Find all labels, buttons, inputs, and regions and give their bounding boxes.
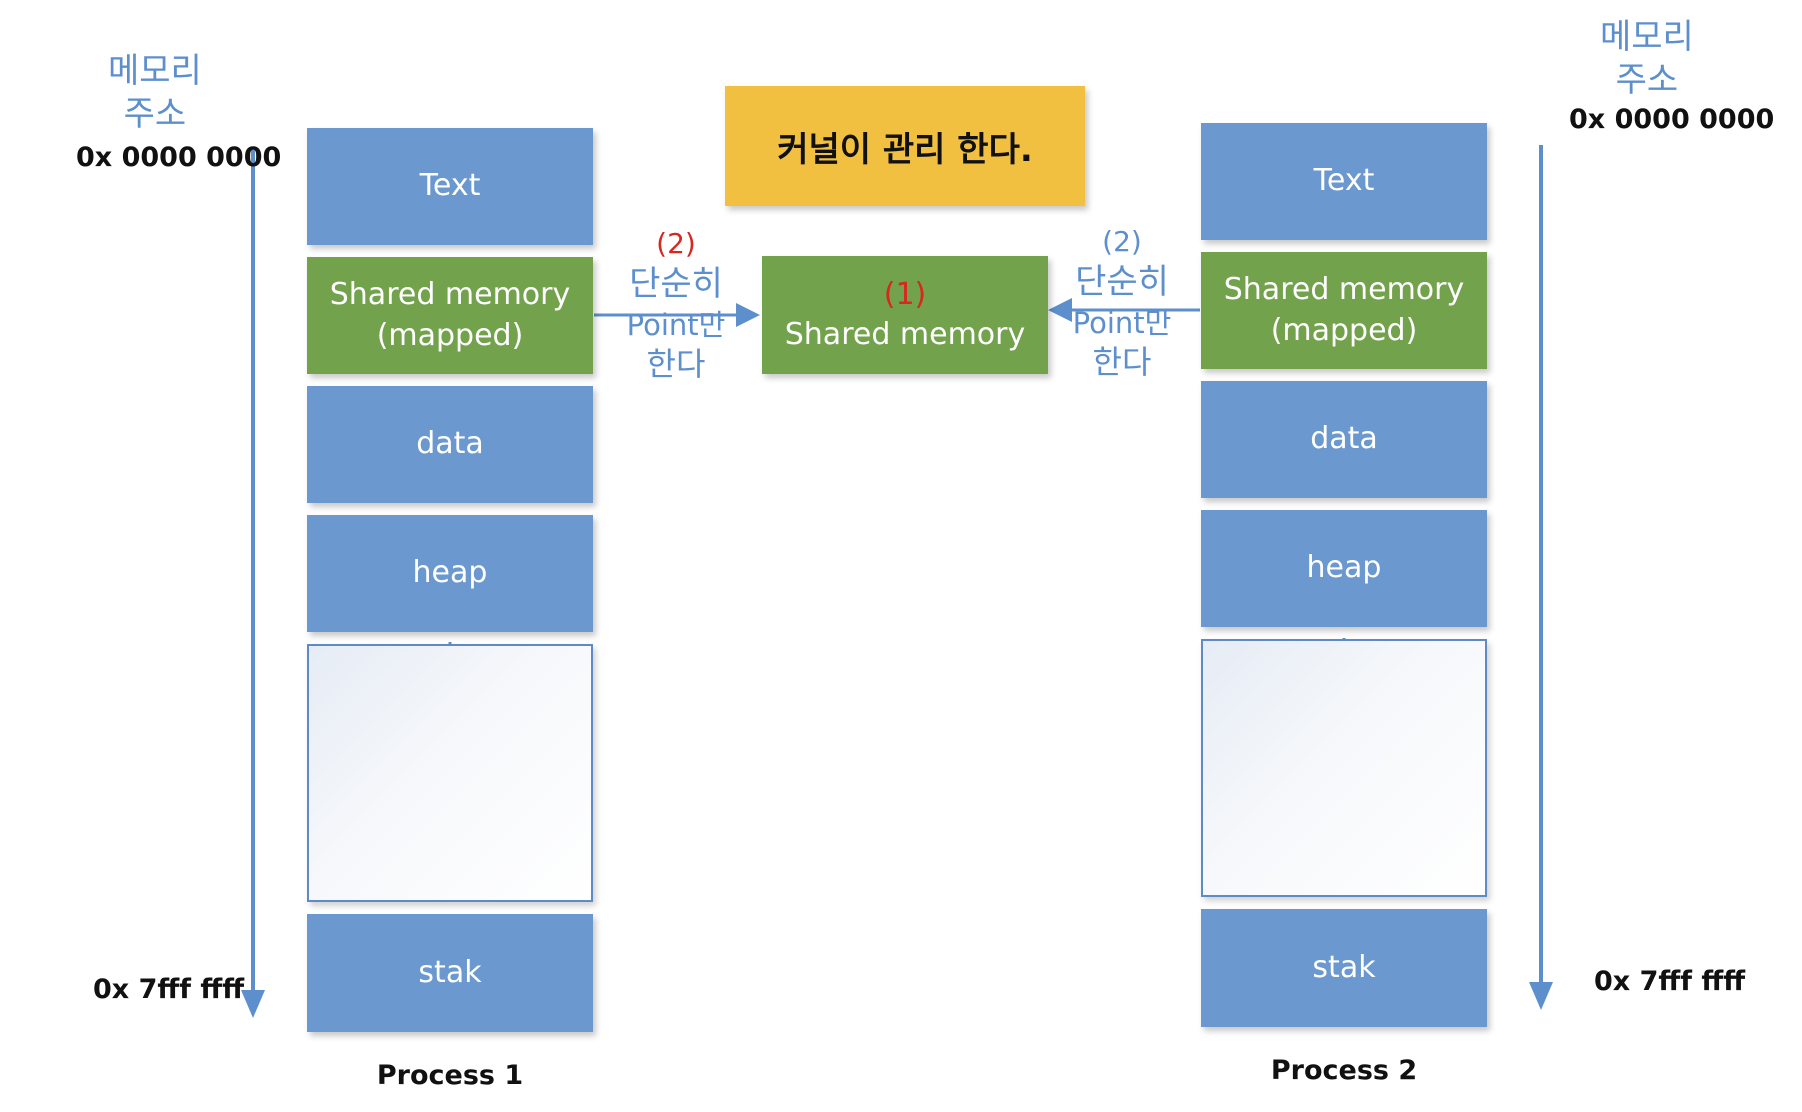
pointer-note-right-line3: 한다 [1092,343,1152,382]
shared-memory-step-label: (1) [883,276,927,312]
process1-text-segment: Text [307,128,593,245]
kernel-managed-box: 커널이 관리 한다. [725,86,1085,206]
process2-memory-layout: Text Shared memory (mapped) data heap sta… [1201,123,1487,1031]
process2-stack-segment: stak [1201,909,1487,1027]
address-end-left: 0x 7fff ffff [93,974,245,1005]
process2-free-space [1201,639,1487,897]
shared-memory-label: Shared memory [784,317,1026,352]
process1-heap-segment: heap [307,515,593,632]
kernel-shared-memory-block: (1) Shared memory [762,256,1048,374]
address-end-right: 0x 7fff ffff [1594,966,1746,997]
process1-stack-segment: stak [307,914,593,1032]
pointer-note-right-line1: 단순히 [1075,262,1169,303]
pointer-note-left-line3: 한다 [646,345,706,384]
process1-shared-memory-segment: Shared memory (mapped) [307,257,593,374]
process1-data-segment: data [307,386,593,503]
address-start-right: 0x 0000 0000 [1569,104,1775,135]
address-axis-arrowhead-right [1529,982,1553,1010]
process1-label: Process 1 [376,1060,524,1091]
pointer-note-right-step: (2) [1102,225,1142,258]
process2-label: Process 2 [1270,1055,1418,1086]
address-axis-arrowhead-left [241,990,265,1018]
process2-heap-segment: heap [1201,510,1487,627]
process2-text-segment: Text [1201,123,1487,240]
pointer-note-right-line2: Point만 [1072,305,1172,340]
address-start-left: 0x 0000 0000 [76,142,282,173]
pointer-note-left-line2: Point만 [626,307,726,342]
pointer-note-left: (2) 단순히 Point만 한다 [616,226,736,386]
pointer-note-left-line1: 단순히 [629,264,723,305]
memory-address-label-right: 메모리 주소 [1600,17,1694,100]
pointer-note-left-step: (2) [656,227,696,260]
pointer-note-right: (2) 단순히 Point만 한다 [1062,224,1182,384]
process1-shared-memory-label: Shared memory (mapped) [329,277,571,353]
process2-data-segment: data [1201,381,1487,498]
process2-shared-memory-segment: Shared memory (mapped) [1201,252,1487,369]
process1-free-space [307,644,593,902]
process2-shared-memory-label: Shared memory (mapped) [1223,272,1465,348]
pointer-arrowhead-right [1048,298,1072,322]
kernel-managed-label: 커널이 관리 한다. [777,129,1033,170]
process1-memory-layout: Text Shared memory (mapped) data heap sta… [307,128,593,1036]
pointer-arrowhead-left [736,303,760,327]
memory-address-label-left: 메모리 주소 [108,51,202,134]
